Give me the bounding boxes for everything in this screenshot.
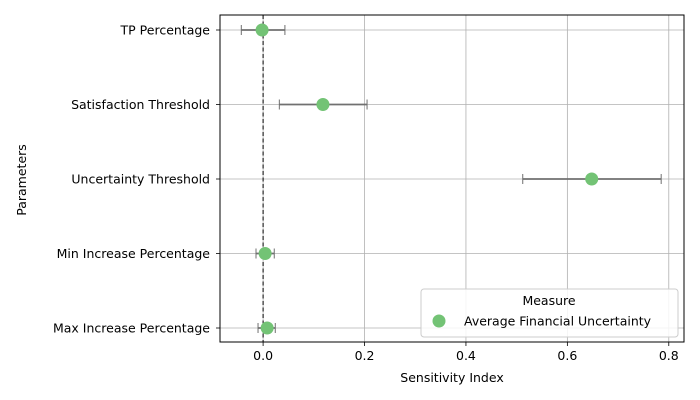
- data-point: [585, 172, 599, 186]
- legend: Measure Average Financial Uncertainty: [420, 288, 679, 338]
- y-tick-label: TP Percentage: [120, 23, 211, 38]
- legend-title: Measure: [522, 293, 575, 308]
- y-tick-label: Uncertainty Threshold: [71, 172, 210, 187]
- legend-entry-label: Average Financial Uncertainty: [464, 314, 652, 329]
- data-point: [255, 23, 269, 37]
- y-tick-label: Satisfaction Threshold: [71, 97, 210, 112]
- x-axis-ticks: 0.0 0.2 0.4 0.6 0.8: [253, 342, 679, 363]
- x-tick-label: 0.4: [456, 348, 476, 363]
- y-axis-label: Parameters: [14, 144, 29, 216]
- y-tick-label: Min Increase Percentage: [57, 246, 211, 261]
- y-axis-ticks: TP Percentage Satisfaction Threshold Uncer…: [53, 23, 220, 336]
- x-tick-label: 0.2: [355, 348, 375, 363]
- data-point: [260, 321, 274, 335]
- y-tick-label: Max Increase Percentage: [53, 321, 210, 336]
- legend-box: [420, 288, 679, 338]
- data-point: [316, 98, 330, 111]
- x-tick-label: 0.6: [557, 348, 577, 363]
- data-points: [255, 23, 599, 335]
- x-tick-label: 0.0: [253, 348, 273, 363]
- x-axis-label: Sensitivity Index: [400, 370, 503, 385]
- x-tick-label: 0.8: [659, 348, 679, 363]
- plot-frame: [219, 14, 685, 343]
- data-point: [258, 247, 272, 260]
- legend-marker: [432, 314, 446, 328]
